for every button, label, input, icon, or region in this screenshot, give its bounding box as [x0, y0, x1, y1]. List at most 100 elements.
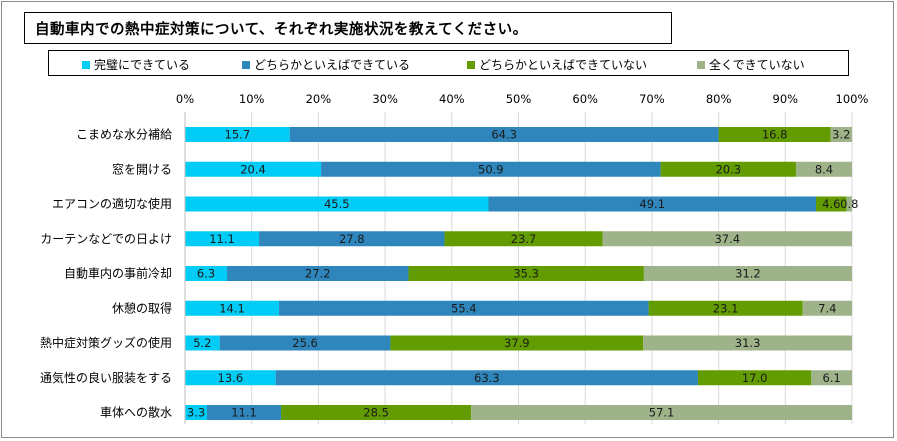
data-label: 37.9: [504, 336, 530, 350]
legend-item: 完璧にできている: [82, 56, 190, 73]
category-label: 自動車内の事前冷却: [64, 266, 172, 281]
bar-segment: [718, 127, 831, 142]
legend-label: どちらかといえばできている: [254, 58, 411, 72]
data-label: 49.1: [639, 197, 665, 211]
x-tick-label: 30%: [372, 92, 398, 106]
data-label: 3.3: [187, 406, 205, 420]
data-label: 31.3: [735, 336, 761, 350]
bar-segment: [185, 127, 290, 142]
x-tick-label: 90%: [773, 92, 799, 106]
legend-swatch: [82, 60, 90, 69]
bar-segment: [444, 231, 603, 247]
legend-label: 全くできていない: [709, 58, 805, 72]
data-label: 35.3: [513, 267, 539, 281]
data-label: 37.4: [714, 232, 740, 246]
x-tick-label: 0%: [176, 92, 194, 106]
data-label: 0.8: [840, 197, 858, 211]
bar-segment: [697, 370, 812, 386]
data-label: 14.1: [219, 301, 245, 315]
bar-segment: [185, 196, 489, 212]
x-tick-label: 60%: [572, 92, 598, 106]
data-label: 57.1: [649, 406, 675, 420]
bar-segment: [185, 231, 260, 247]
data-label: 4.6: [822, 197, 840, 211]
bar-segment: [811, 370, 852, 386]
data-label: 17.0: [742, 371, 768, 385]
bar-segment: [207, 405, 282, 420]
x-tick-label: 20%: [306, 92, 332, 106]
bar-segment: [279, 300, 649, 316]
category-label: エアコンの適切な使用: [52, 196, 172, 211]
bar-segment: [185, 266, 228, 281]
legend: [48, 50, 849, 76]
data-label: 8.4: [815, 162, 833, 176]
legend-swatch: [242, 60, 250, 69]
data-label: 6.3: [197, 267, 215, 281]
bar-segment: [795, 161, 852, 177]
data-label: 7.4: [818, 301, 836, 315]
x-tick-label: 80%: [706, 92, 732, 106]
category-label: 窓を開ける: [112, 161, 172, 176]
legend-swatch: [697, 60, 705, 69]
data-label: 28.5: [363, 406, 389, 420]
bar-segment: [185, 335, 220, 351]
bar-segment: [602, 231, 852, 247]
bar-segment: [185, 300, 280, 316]
data-label: 5.2: [193, 336, 211, 350]
bar-segment: [275, 370, 698, 386]
x-tick-label: 100%: [836, 92, 869, 106]
category-label: 熱中症対策グッズの使用: [40, 335, 172, 350]
bar-segment: [643, 266, 852, 281]
bar-segment: [408, 266, 644, 281]
data-label: 13.6: [218, 371, 244, 385]
x-tick-label: 40%: [439, 92, 465, 106]
bar-segment: [471, 405, 852, 420]
category-label: 車体への散水: [100, 405, 172, 420]
x-tick-label: 50%: [506, 92, 532, 106]
data-label: 20.4: [240, 162, 266, 176]
data-label: 31.2: [735, 267, 761, 281]
chart-title: 自動車内での熱中症対策について、それぞれ実施状況を教えてください。: [24, 12, 672, 44]
bar-segment: [227, 266, 409, 281]
bar-segment: [289, 127, 719, 142]
legend-item: どちらかといえばできている: [242, 56, 410, 73]
bar-segment: [648, 300, 803, 316]
bar-segment: [802, 300, 852, 316]
bar-segment: [643, 335, 852, 351]
data-label: 27.8: [339, 232, 365, 246]
data-label: 3.2: [832, 128, 850, 142]
bar-segment: [846, 196, 852, 212]
bar-segment: [259, 231, 445, 247]
x-tick-label: 10%: [239, 92, 265, 106]
data-label: 55.4: [451, 301, 477, 315]
data-label: 23.1: [713, 301, 739, 315]
category-label: こまめな水分補給: [76, 128, 172, 142]
data-label: 27.2: [305, 267, 331, 281]
data-label: 6.1: [823, 371, 841, 385]
data-label: 23.7: [511, 232, 537, 246]
bar-segment: [390, 335, 644, 351]
data-label: 50.9: [478, 162, 504, 176]
legend-swatch: [467, 60, 475, 69]
data-label: 16.8: [762, 128, 788, 142]
data-label: 63.3: [474, 371, 500, 385]
bar-segment: [321, 161, 661, 177]
data-label: 11.1: [231, 406, 257, 420]
bar-segment: [185, 161, 322, 177]
data-label: 11.1: [209, 232, 235, 246]
legend-label: どちらかといえばできていない: [479, 58, 648, 72]
bar-segment: [488, 196, 816, 212]
bar-segment: [185, 370, 276, 386]
legend-item: 全くできていない: [697, 56, 805, 73]
category-label: カーテンなどでの日よけ: [40, 232, 172, 246]
bar-segment: [185, 405, 208, 420]
data-label: 64.3: [491, 128, 517, 142]
legend-label: 完璧にできている: [94, 58, 191, 72]
bar-segment: [281, 405, 472, 420]
category-label: 通気性の良い服装をする: [40, 370, 172, 385]
x-tick-label: 70%: [639, 92, 665, 106]
legend-item: どちらかといえばできていない: [467, 56, 647, 73]
bar-segment: [219, 335, 391, 351]
